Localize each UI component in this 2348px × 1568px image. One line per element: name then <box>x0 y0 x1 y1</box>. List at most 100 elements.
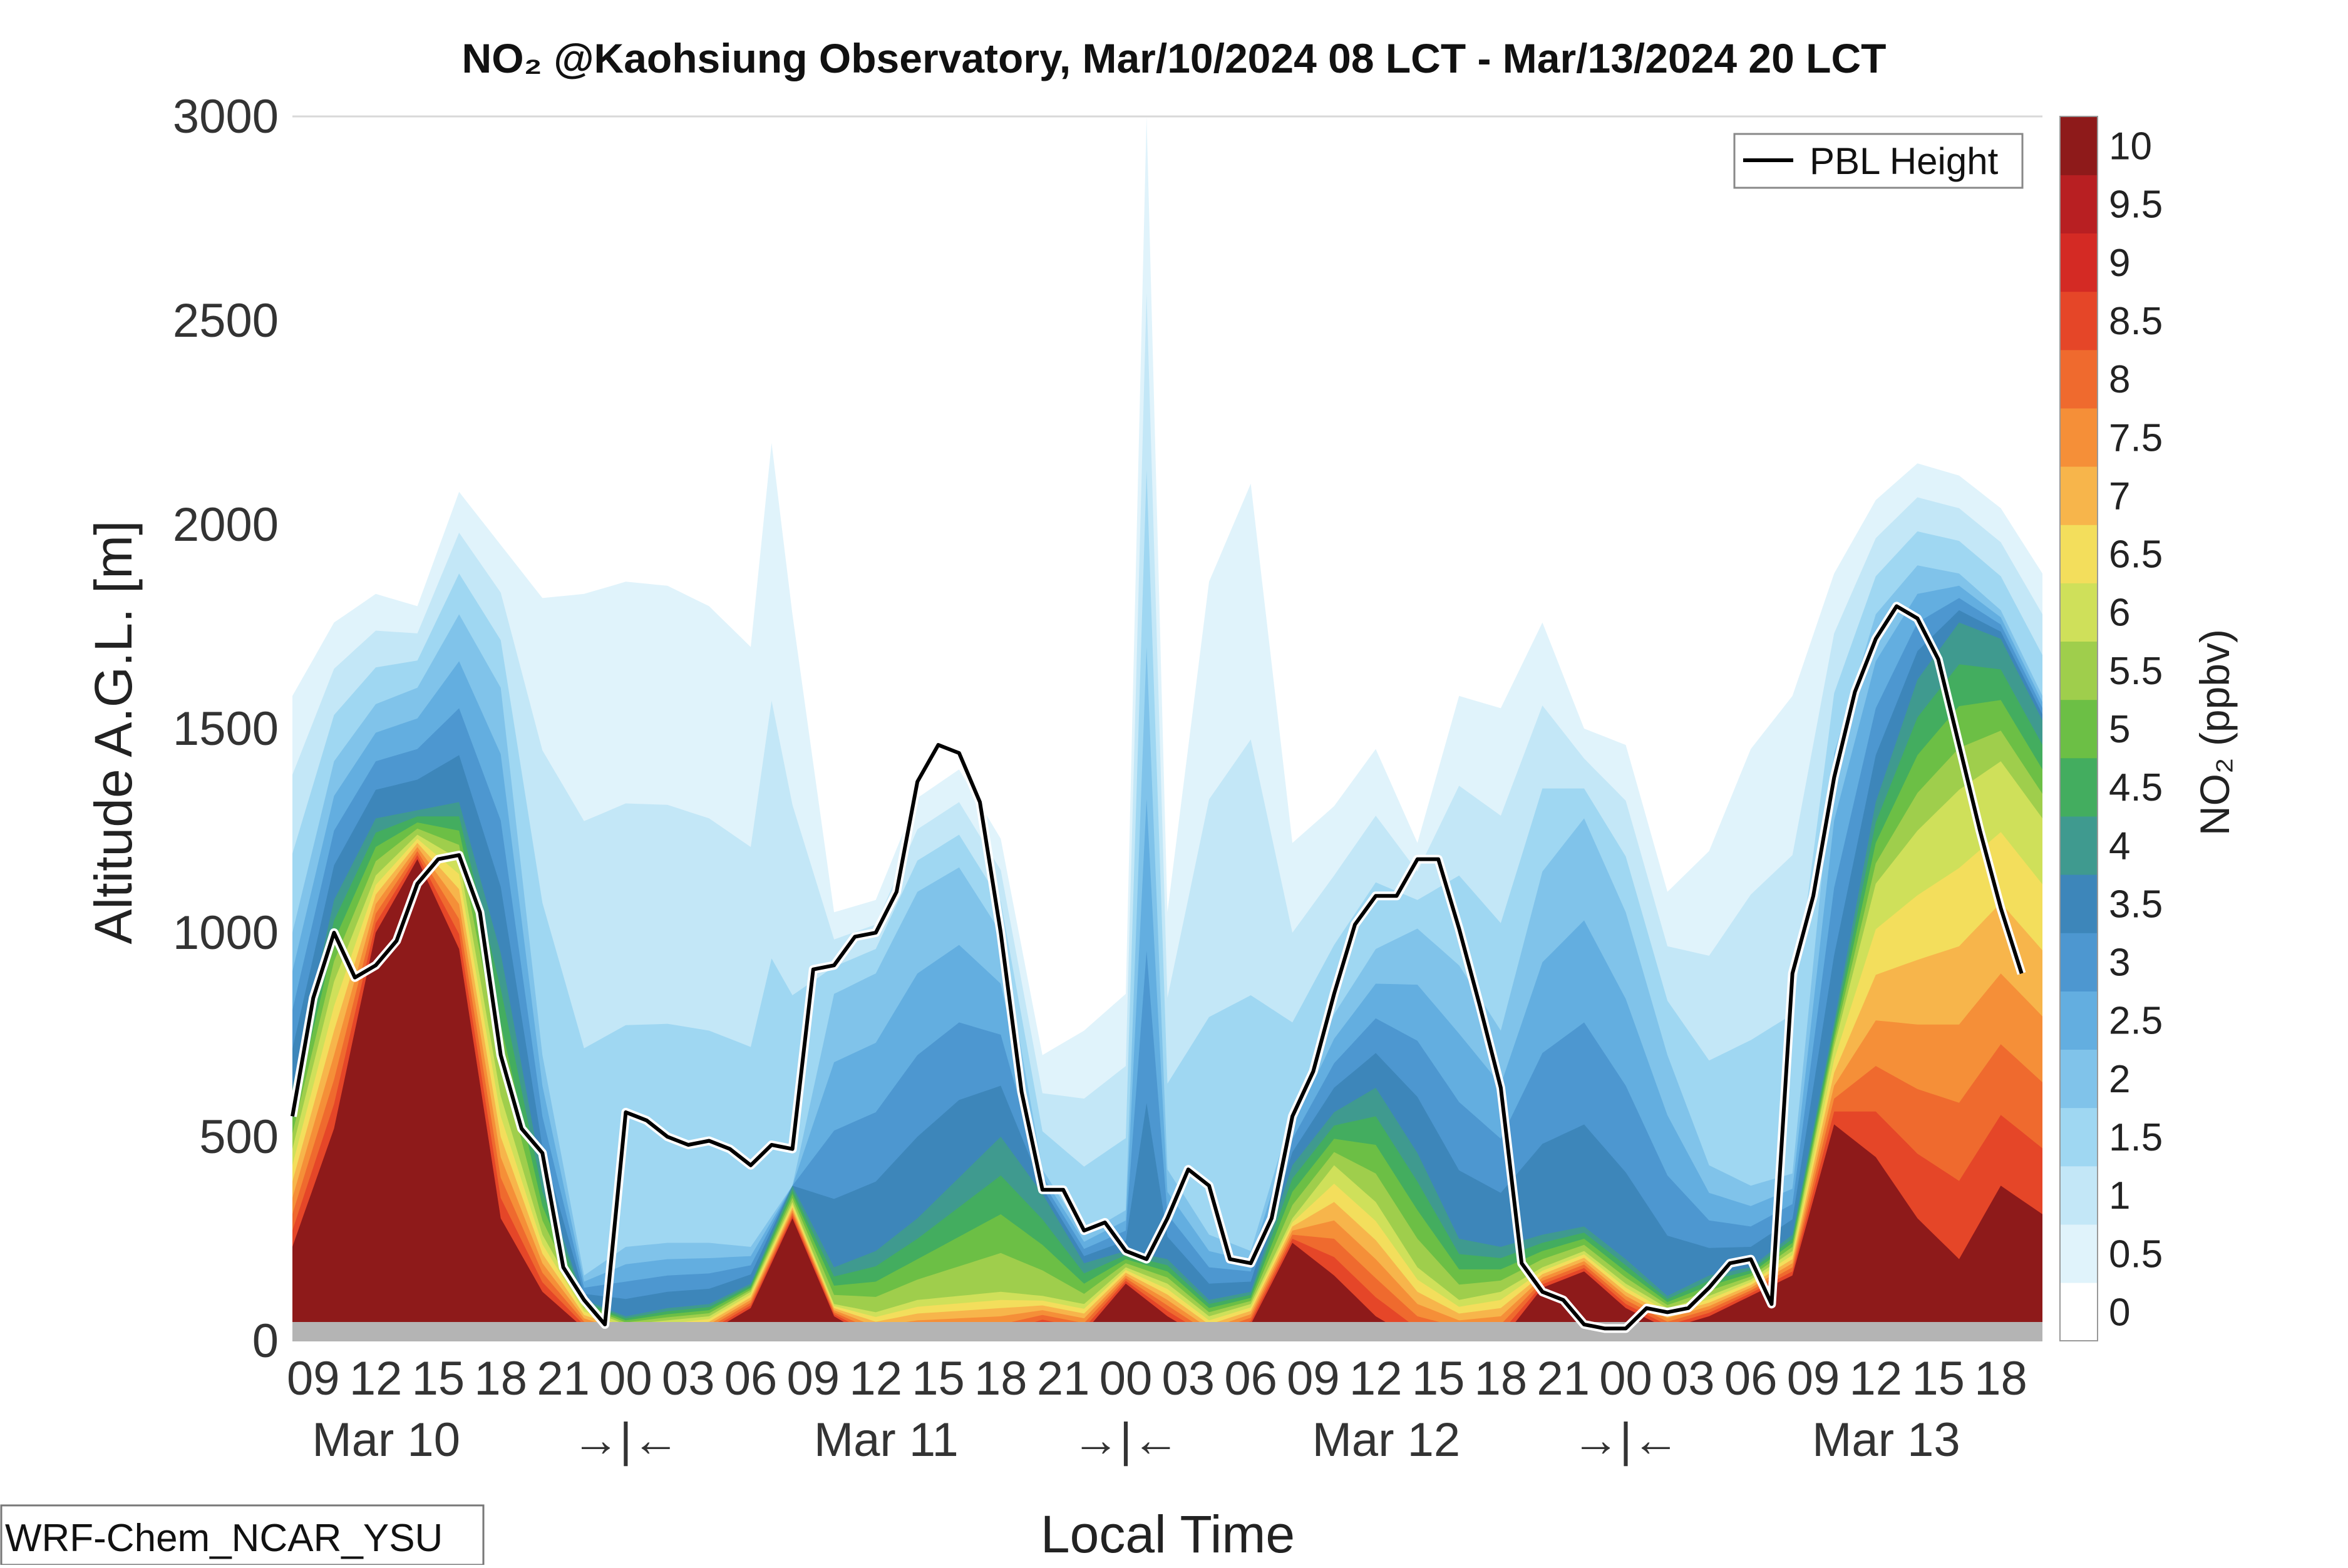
x-tick-label: 09 <box>1787 1352 1840 1405</box>
x-date-label: →|← <box>572 1413 680 1467</box>
x-tick-label: 00 <box>1099 1352 1153 1405</box>
colorbar-tick-label: 4 <box>2109 824 2130 868</box>
x-tick-label: 15 <box>412 1352 465 1405</box>
x-tick-label: 12 <box>1850 1352 1903 1405</box>
colorbar-block <box>2060 757 2098 817</box>
colorbar-tick-label: 9.5 <box>2109 183 2163 227</box>
legend-pbl-label: PBL Height <box>1810 140 1999 182</box>
x-axis-ticks: 09 12 15 18 21 00 03 06 09 12 15 18 21 00 03 06 09 12 15 18… <box>287 1352 2027 1405</box>
colorbar-tick-label: 0 <box>2109 1291 2130 1334</box>
x-date-label: Mar 12 <box>1312 1413 1461 1467</box>
colorbar-tick-label: 3 <box>2109 941 2130 985</box>
colorbar-block <box>2060 583 2098 642</box>
x-tick-label: 21 <box>1037 1352 1090 1405</box>
colorbar-block <box>2060 1282 2098 1341</box>
x-tick-label: 00 <box>599 1352 652 1405</box>
x-tick-label: 06 <box>724 1352 778 1405</box>
colorbar-block <box>2060 525 2098 583</box>
y-tick-label: 0 <box>252 1314 279 1368</box>
colorbar-block <box>2060 407 2098 467</box>
x-tick-label: 21 <box>1537 1352 1590 1405</box>
x-date-label: Mar 11 <box>814 1413 959 1467</box>
colorbar-tick-label: 4.5 <box>2109 766 2163 809</box>
colorbar-tick-label: 9 <box>2109 242 2130 285</box>
y-axis-ticks: 0 500 1000 1500 2000 2500 3000 <box>173 90 279 1368</box>
legend: PBL Height <box>1733 133 2024 189</box>
y-tick-label: 1000 <box>173 906 279 960</box>
colorbar-block <box>2060 874 2098 933</box>
colorbar-label: NO₂ (ppbv) <box>2191 629 2238 836</box>
colorbar-tick-label: 3.5 <box>2109 883 2163 926</box>
x-date-label: Mar 13 <box>1812 1413 1960 1467</box>
x-date-label: →|← <box>1072 1413 1180 1467</box>
colorbar-block <box>2060 233 2098 292</box>
chart-title: NO₂ @Kaohsiung Observatory, Mar/10/2024 … <box>462 35 1887 81</box>
x-tick-label: 18 <box>474 1352 527 1405</box>
colorbar-block <box>2060 1107 2098 1167</box>
colorbar-tick-label: 6 <box>2109 592 2130 635</box>
colorbar-tick-label: 1.5 <box>2109 1116 2163 1159</box>
colorbar-block <box>2060 466 2098 525</box>
colorbar-tick-label: 6.5 <box>2109 533 2163 576</box>
x-tick-label: 18 <box>1475 1352 1528 1405</box>
colorbar-tick-label: 2.5 <box>2109 1000 2163 1043</box>
contour-layer <box>292 116 2042 1341</box>
colorbar-block <box>2060 1049 2098 1109</box>
y-tick-label: 2500 <box>173 294 279 347</box>
colorbar-block <box>2060 816 2098 875</box>
y-axis-label: Altitude A.G.L. [m] <box>84 521 143 945</box>
x-tick-label: 00 <box>1599 1352 1652 1405</box>
colorbar-block <box>2060 933 2098 992</box>
x-axis-label: Local Time <box>1041 1505 1295 1564</box>
x-tick-label: 15 <box>1912 1352 1965 1405</box>
x-axis-date-labels: Mar 10 →|← Mar 11 →|← Mar 12 →|← Mar 13 <box>312 1413 1960 1467</box>
colorbar-tick-label: 8.5 <box>2109 300 2163 343</box>
colorbar-tick-label: 10 <box>2109 125 2152 168</box>
pbl-layer <box>288 602 2026 1333</box>
colorbar-ticks: 0 0.5 1 1.5 2 2.5 3 3.5 4 4.5 5 5.5 6 6.5 7 7.5 8 8.5 9 9.5… <box>2109 125 2163 1335</box>
colorbar-tick-label: 7.5 <box>2109 416 2163 459</box>
y-tick-label: 2000 <box>173 498 279 551</box>
colorbar-tick-label: 5.5 <box>2109 650 2163 693</box>
colorbar-tick-label: 7 <box>2109 474 2130 518</box>
colorbar-block <box>2060 1166 2098 1225</box>
x-tick-label: 21 <box>537 1352 590 1405</box>
colorbar-tick-label: 8 <box>2109 358 2130 401</box>
x-tick-label: 09 <box>787 1352 840 1405</box>
no2-band-1-3 <box>292 610 2042 1341</box>
colorbar-block <box>2060 116 2098 175</box>
plot-area <box>288 115 2042 1341</box>
x-tick-label: 06 <box>1724 1352 1778 1405</box>
x-date-label: →|← <box>1572 1413 1680 1467</box>
pbl-height-line <box>291 604 2024 1331</box>
terrain-strip <box>292 1322 2042 1341</box>
model-label-frame <box>0 1504 485 1566</box>
colorbar-tick-label: 5 <box>2109 708 2130 751</box>
x-tick-label: 03 <box>1662 1352 1715 1405</box>
x-tick-label: 18 <box>974 1352 1027 1405</box>
colorbar-block <box>2060 991 2098 1050</box>
x-tick-label: 15 <box>912 1352 965 1405</box>
no2-band-core-max <box>292 859 2042 1341</box>
model-label: WRF-Chem_NCAR_YSU <box>5 1517 443 1560</box>
colorbar-tick-label: 0.5 <box>2109 1232 2163 1276</box>
colorbar-block <box>2060 641 2098 700</box>
x-tick-label: 12 <box>349 1352 403 1405</box>
x-tick-label: 18 <box>1974 1352 2027 1405</box>
x-tick-label: 09 <box>1287 1352 1340 1405</box>
x-tick-label: 12 <box>849 1352 902 1405</box>
x-tick-label: 09 <box>287 1352 340 1405</box>
x-tick-label: 15 <box>1412 1352 1465 1405</box>
colorbar-block <box>2060 1224 2098 1283</box>
x-date-label: Mar 10 <box>312 1413 460 1467</box>
colorbar-frame <box>2059 116 2098 1341</box>
x-tick-label: 12 <box>1349 1352 1403 1405</box>
colorbar-blocks <box>2060 116 2098 1341</box>
y-tick-label: 1500 <box>173 702 279 756</box>
model-label-box: WRF-Chem_NCAR_YSU <box>0 1504 485 1566</box>
y-tick-label: 500 <box>199 1110 279 1164</box>
x-tick-label: 03 <box>662 1352 715 1405</box>
colorbar: 0 0.5 1 1.5 2 2.5 3 3.5 4 4.5 5 5.5 6 6.5 7 7.5 8 8.5 9 9.5… <box>2059 116 2238 1341</box>
